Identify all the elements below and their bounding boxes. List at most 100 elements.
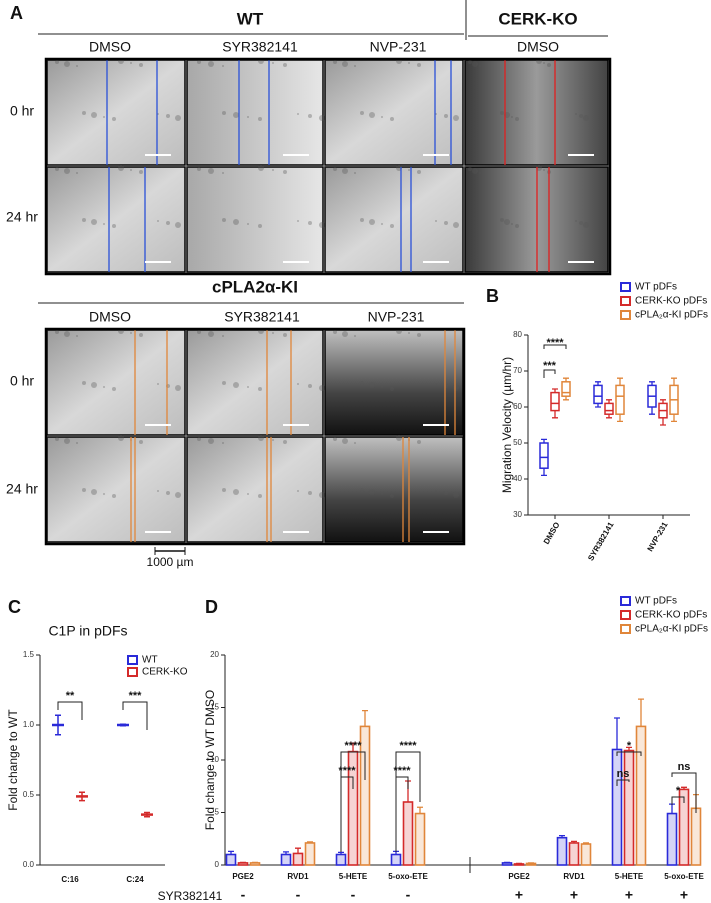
treatment-sign: +: [680, 887, 688, 903]
bar: [402, 801, 414, 866]
bar: [249, 862, 261, 866]
sig-label: ***: [129, 690, 143, 702]
whisker-high: [671, 377, 677, 386]
texture: [369, 382, 375, 388]
texture: [324, 436, 326, 438]
texture: [511, 223, 513, 225]
texture: [381, 116, 383, 118]
x-tick-label: NVP-231: [646, 520, 670, 553]
texture: [342, 438, 348, 444]
sig-bracket: [671, 772, 697, 813]
texture: [297, 383, 299, 385]
texture: [479, 65, 481, 67]
error-bar: [283, 851, 289, 855]
texture: [103, 116, 105, 118]
error-bar: [626, 746, 632, 751]
sig-bracket: [616, 751, 642, 756]
texture: [297, 490, 299, 492]
error-bar: [583, 842, 589, 844]
micrograph: [46, 329, 186, 436]
group-title: CERK-KO: [498, 9, 577, 28]
x-tick-label: PGE2: [232, 872, 254, 881]
whisker-low: [617, 414, 623, 423]
row-label: 0 hr: [10, 103, 34, 119]
error-bar: [307, 841, 313, 843]
treatment-sign: +: [625, 887, 633, 903]
bar: [414, 812, 426, 866]
legend-swatch: [127, 655, 138, 665]
texture: [175, 222, 181, 228]
sig-label: **: [66, 690, 75, 702]
sig-label: ns: [617, 768, 630, 780]
whisker-low: [660, 417, 666, 426]
texture: [55, 60, 59, 64]
texture: [197, 167, 201, 171]
texture: [258, 435, 264, 441]
texture: [583, 222, 589, 228]
texture: [283, 333, 287, 337]
column-header: NVP-231: [368, 309, 425, 325]
texture: [319, 222, 325, 228]
y-tick-label: 20: [210, 650, 219, 659]
sig-bracket: [543, 344, 567, 349]
texture: [233, 489, 239, 495]
texture: [360, 381, 364, 385]
texture: [390, 494, 394, 498]
texture: [417, 63, 421, 67]
chart-title: C1P in pDFs: [48, 623, 127, 639]
legend-label: CERK-KO pDFs: [635, 610, 707, 621]
error-bar: [504, 861, 510, 864]
texture: [91, 219, 97, 225]
row-label: 0 hr: [10, 373, 34, 389]
texture: [222, 381, 226, 385]
texture: [272, 62, 274, 64]
texture: [308, 384, 312, 388]
texture: [76, 172, 78, 174]
error-bar: [55, 714, 61, 736]
row-label: 24 hr: [6, 209, 38, 225]
texture: [333, 330, 337, 334]
texture: [369, 489, 375, 495]
texture: [417, 333, 421, 337]
sig-bracket: [57, 701, 83, 720]
texture: [197, 437, 201, 441]
error-bar: [681, 786, 687, 790]
texture: [333, 437, 337, 441]
texture: [139, 63, 143, 67]
bar: [513, 863, 525, 866]
treatment-sign: -: [351, 887, 356, 903]
texture: [444, 221, 448, 225]
sig-label: ns: [678, 761, 691, 773]
texture: [453, 222, 459, 228]
bar: [390, 853, 402, 866]
sig-bracket: [395, 776, 409, 852]
error-bar: [362, 710, 368, 727]
whisker-low: [671, 414, 677, 423]
texture: [258, 494, 262, 498]
x-tick-label: DMSO: [542, 521, 562, 546]
texture: [283, 170, 287, 174]
texture: [139, 170, 143, 174]
bar: [635, 725, 647, 866]
texture: [272, 332, 274, 334]
texture: [390, 117, 394, 121]
texture: [208, 438, 214, 444]
error-bar: [669, 803, 675, 814]
y-tick-label: 0.0: [23, 860, 35, 869]
texture: [222, 111, 226, 115]
texture: [297, 113, 299, 115]
micrograph: [46, 436, 186, 543]
y-tick-label: 0: [215, 860, 220, 869]
y-tick-label: 1.0: [23, 720, 35, 729]
x-tick-label: SYR382141: [586, 520, 616, 562]
bar: [556, 836, 568, 866]
legend-label: CERK-KO pDFs: [635, 296, 707, 307]
texture: [354, 442, 356, 444]
texture: [408, 62, 410, 64]
texture: [55, 330, 59, 334]
texture: [64, 168, 70, 174]
texture: [369, 219, 375, 225]
sig-bracket: [543, 369, 556, 378]
micrograph: [186, 329, 324, 436]
texture: [157, 220, 159, 222]
